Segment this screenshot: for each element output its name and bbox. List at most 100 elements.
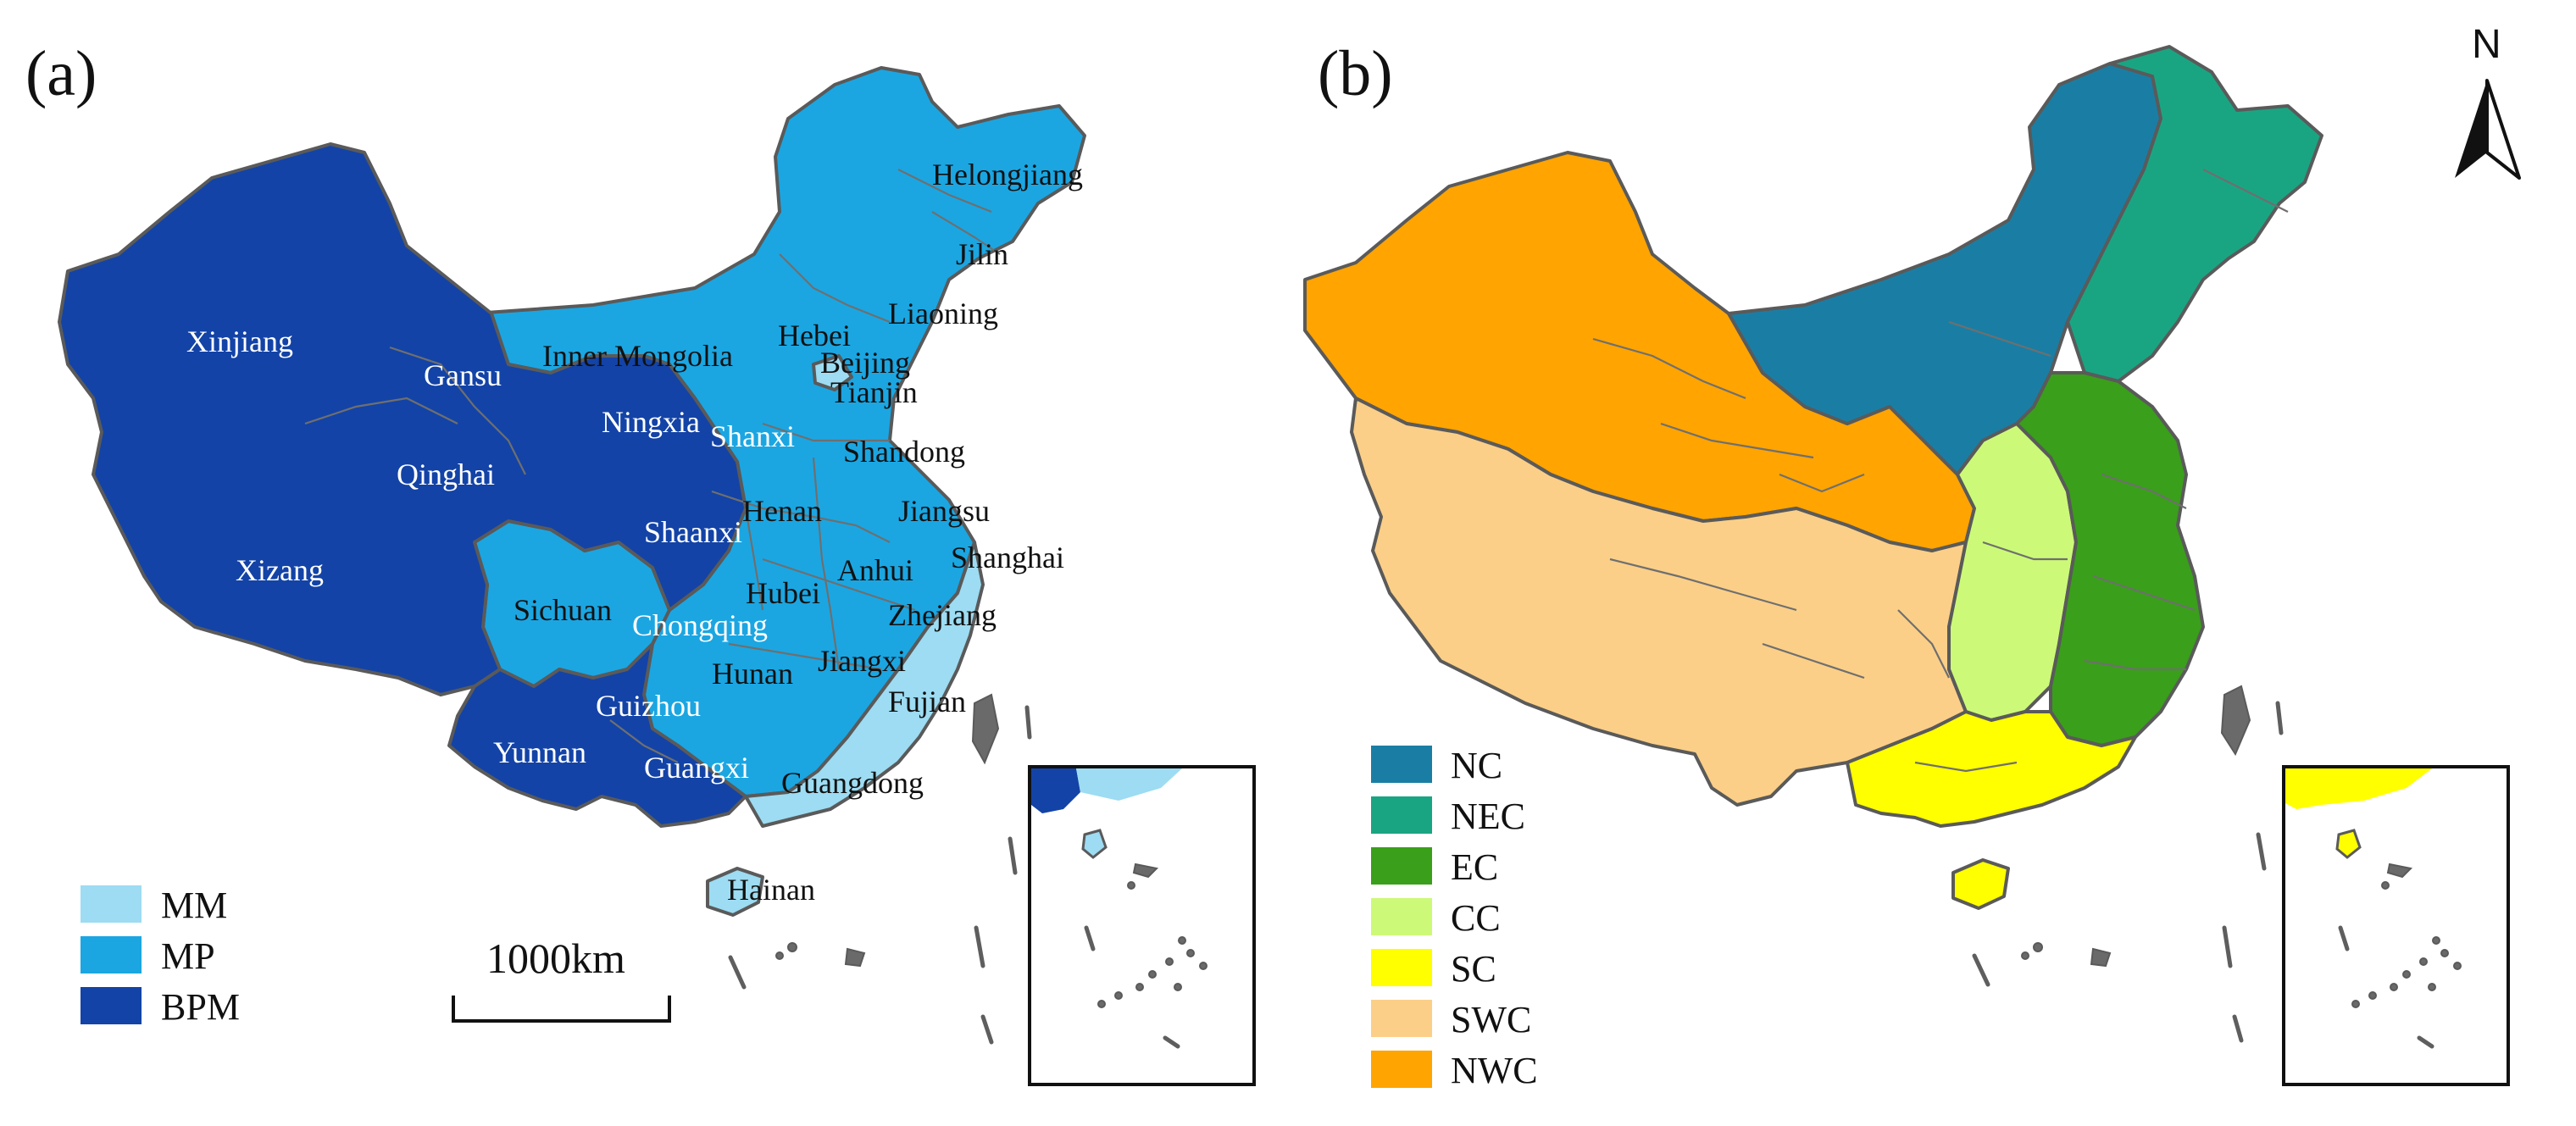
inset-island-icon	[1199, 962, 1208, 970]
inset-island-icon	[2453, 962, 2462, 970]
region-bpm-southwest	[447, 642, 747, 828]
inset-boundary-dash	[1084, 925, 1096, 951]
province-label: Guizhou	[596, 689, 701, 723]
north-arrow-right-half	[2485, 79, 2521, 180]
legend-swatch	[80, 885, 142, 923]
province-label: Gansu	[424, 358, 502, 392]
legend-swatch	[1371, 1000, 1432, 1037]
province-label: Ningxia	[602, 405, 700, 439]
scale-bar-label: 1000km	[486, 935, 625, 982]
boundary-dash	[1008, 836, 1018, 875]
region-sc	[1846, 710, 2137, 828]
north-arrow-icon: N	[2455, 22, 2521, 180]
inset-island-icon	[2419, 957, 2428, 966]
legend-label: NC	[1451, 745, 1502, 786]
province-label: Hubei	[746, 576, 820, 610]
inset-island-icon	[1186, 949, 1195, 957]
region-ec	[2015, 371, 2205, 747]
province-label: Fujian	[888, 685, 966, 718]
province-label: Xizang	[236, 553, 324, 587]
inset-frame	[2282, 765, 2510, 1086]
province-label: Anhui	[837, 553, 913, 587]
legend-swatch	[1371, 898, 1432, 935]
inset-island-icon	[2381, 881, 2390, 890]
legend-swatch	[1371, 847, 1432, 885]
legend-label: BPM	[161, 986, 240, 1028]
province-label: Guangxi	[644, 751, 749, 785]
province-label: Qinghai	[397, 458, 495, 491]
north-arrow-label: N	[2472, 22, 2501, 67]
inset-island-icon	[1097, 1000, 1106, 1008]
region-sc-hainan	[1951, 858, 2010, 910]
panel-a-islands	[728, 693, 1032, 1045]
inset-island-icon	[2386, 863, 2413, 879]
legend-label: SC	[1451, 948, 1496, 990]
inset-island-icon	[2432, 936, 2440, 945]
panel-b-islands	[1972, 685, 2284, 1043]
inset-island-icon	[2368, 991, 2377, 1000]
inset-island-icon	[2351, 1000, 2360, 1008]
inset-region-bpm	[1031, 768, 1080, 813]
legend-swatch	[1371, 796, 1432, 834]
province-label: Helongjiang	[932, 158, 1083, 191]
province-label: Liaoning	[888, 297, 998, 330]
boundary-dash	[1024, 705, 1032, 740]
taiwan-island-icon	[2220, 685, 2251, 757]
province-label: Guangdong	[781, 766, 924, 800]
boundary-dash	[2222, 925, 2233, 968]
province-label: Hebei	[778, 319, 851, 352]
boundary-dash	[2275, 701, 2284, 735]
province-label: Jilin	[956, 237, 1008, 271]
province-label: Yunnan	[493, 735, 586, 769]
inset-island-icon	[1178, 936, 1186, 945]
inset-island-icon	[2440, 949, 2449, 957]
panel-a-inset	[1028, 765, 1256, 1086]
legend-label: MP	[161, 935, 215, 977]
boundary-dash	[1972, 953, 1990, 987]
legend-swatch	[1371, 949, 1432, 986]
inset-island-icon	[2402, 970, 2411, 979]
legend-label: MM	[161, 885, 227, 926]
legend-swatch	[1371, 1051, 1432, 1088]
panel-a-map	[58, 66, 1086, 917]
inset-island-icon	[1174, 983, 1182, 991]
panel-b: (b)	[1303, 22, 2521, 1091]
scale-bar: 1000km	[452, 935, 671, 1023]
north-arrow-left-half	[2455, 80, 2487, 178]
inset-hainan	[1081, 829, 1108, 859]
boundary-dash	[980, 1014, 994, 1045]
legend-swatch	[1371, 746, 1432, 783]
island-icon	[844, 947, 866, 968]
taiwan-island-icon	[971, 693, 1000, 765]
island-icon	[2033, 942, 2043, 952]
region-nec	[2066, 45, 2323, 383]
panel-a: (a) Xinjiang Gansu Inner Mongolia Helong…	[25, 38, 1256, 1086]
island-icon	[2021, 951, 2029, 960]
panel-b-map	[1303, 45, 2323, 910]
region-mm-hainan	[706, 867, 764, 917]
legend-swatch	[80, 987, 142, 1024]
province-label: Beijing	[820, 346, 910, 380]
panel-a-letter: (a)	[25, 38, 97, 109]
island-icon	[2090, 947, 2112, 968]
boundary-dash	[974, 925, 985, 968]
panel-a-province-lines	[304, 169, 1001, 763]
inset-frame	[1028, 765, 1256, 1086]
panel-b-letter: (b)	[1318, 38, 1393, 109]
legend-label: EC	[1451, 846, 1498, 888]
province-label: Shanxi	[710, 419, 795, 453]
province-label: Jiangsu	[898, 494, 990, 528]
province-label: Inner Mongolia	[542, 339, 733, 373]
province-label: Chongqing	[632, 608, 768, 642]
inset-region-sc	[2285, 768, 2432, 809]
province-label: Tianjin	[830, 375, 918, 409]
province-label: Shandong	[843, 435, 965, 469]
province-label: Xinjiang	[186, 324, 293, 358]
region-bpm-west	[58, 142, 747, 696]
inset-island-icon	[1135, 983, 1144, 991]
inset-boundary-dash	[2417, 1035, 2434, 1049]
panel-b-province-lines	[1592, 169, 2289, 773]
boundary-dash	[2232, 1014, 2244, 1043]
panel-a-labels: Xinjiang Gansu Inner Mongolia Helongjian…	[186, 158, 1083, 907]
